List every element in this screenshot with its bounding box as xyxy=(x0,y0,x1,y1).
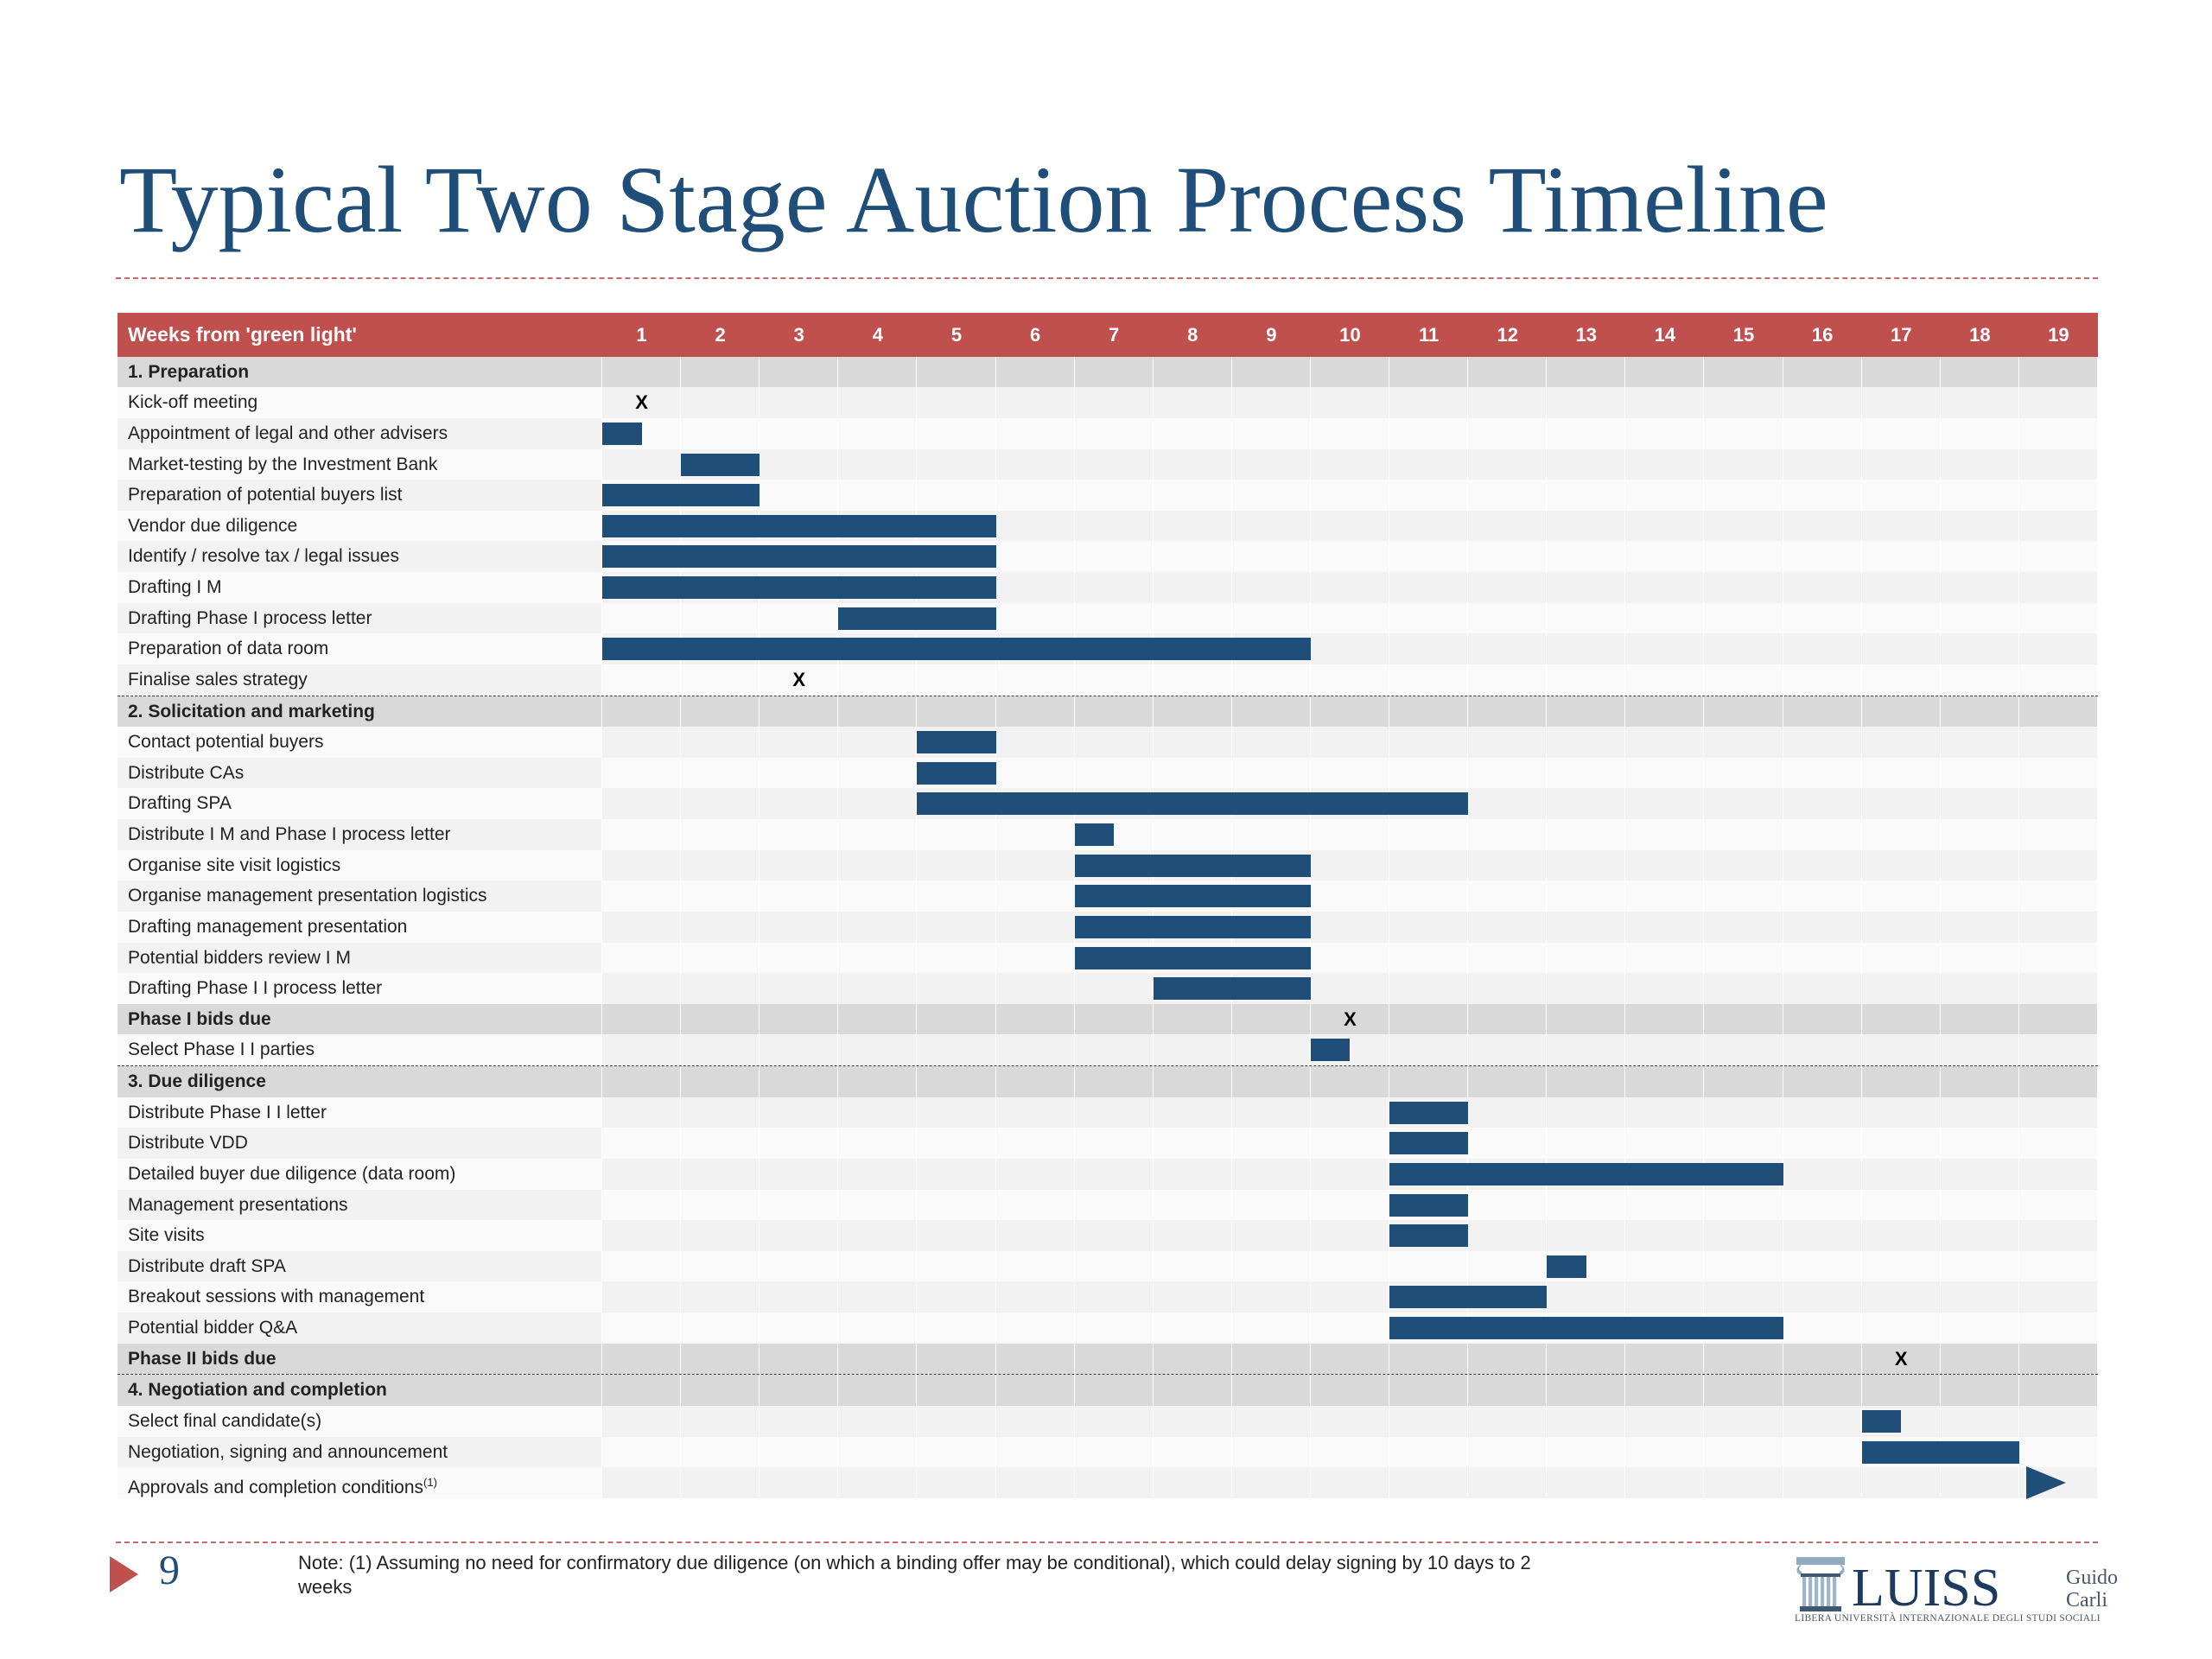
svg-text:LIBERA UNIVERSITÀ INTERNAZIONA: LIBERA UNIVERSITÀ INTERNAZIONALE DEGLI S… xyxy=(1795,1611,2101,1624)
svg-text:LUISS: LUISS xyxy=(1852,1559,2000,1618)
svg-text:Carli: Carli xyxy=(2066,1589,2107,1611)
svg-text:Guido: Guido xyxy=(2066,1567,2118,1589)
